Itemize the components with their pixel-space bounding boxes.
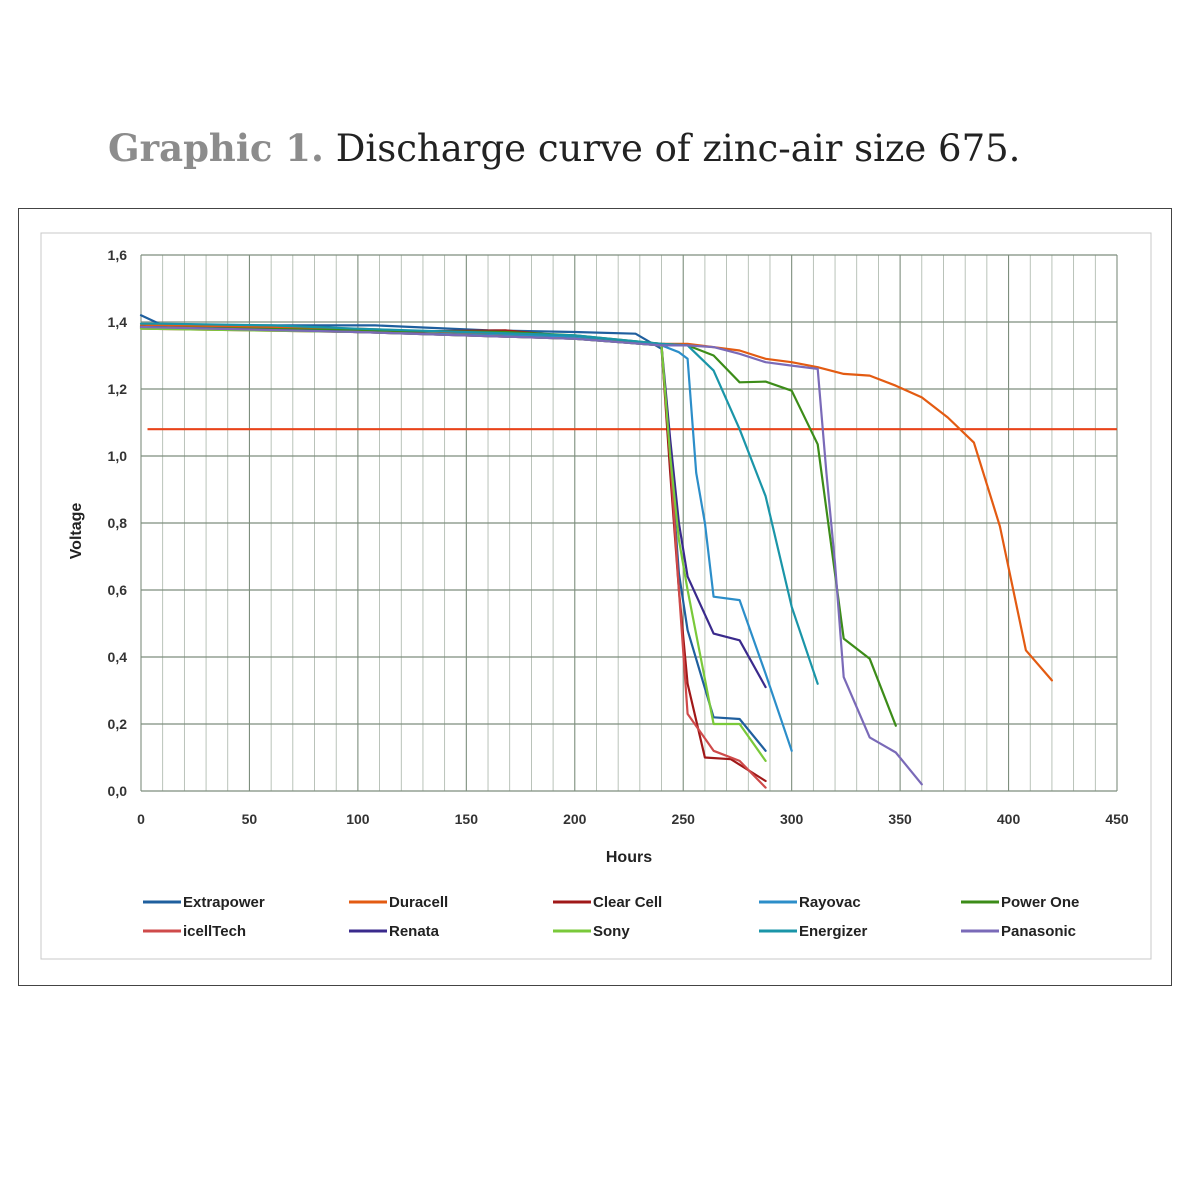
- x-tick-label: 250: [672, 811, 696, 827]
- y-tick-label: 1,6: [108, 247, 128, 263]
- y-tick-label: 1,2: [108, 381, 128, 397]
- x-tick-label: 0: [137, 811, 145, 827]
- series-line-energizer: [139, 322, 819, 685]
- x-tick-labels: 0 50 100 150 200 250 300 350 400 450: [137, 811, 1129, 827]
- y-tick-label: 1,0: [108, 448, 128, 464]
- x-tick-label: 300: [780, 811, 804, 827]
- figure-caption: Graphic 1. Discharge curve of zinc-air s…: [108, 126, 1108, 170]
- series-line-panasonic: [139, 325, 923, 786]
- legend-label: Renata: [389, 923, 440, 940]
- series-line-icelltech: [139, 327, 767, 789]
- caption-text: Discharge curve of zinc-air size 675.: [335, 127, 1021, 170]
- x-tick-label: 450: [1105, 811, 1129, 827]
- chart-frame: 0 50 100 150 200 250 300 350 400 450 0,0 0,2 0,4 0,6…: [18, 208, 1172, 986]
- x-tick-label: 50: [242, 811, 258, 827]
- y-axis-label: Voltage: [68, 503, 85, 560]
- caption-label: Graphic 1.: [108, 126, 324, 170]
- legend-label: Panasonic: [1001, 923, 1076, 940]
- chart-area-border: [40, 232, 1152, 960]
- series-line-power-one: [139, 325, 897, 727]
- series-group: [139, 314, 1054, 789]
- y-tick-label: 0,4: [108, 649, 128, 665]
- x-axis-label: Hours: [606, 849, 652, 866]
- legend-label: Rayovac: [799, 894, 861, 911]
- series-line-clear-cell: [139, 325, 767, 783]
- legend-label: Power One: [1001, 894, 1079, 911]
- y-tick-label: 0,6: [108, 582, 128, 598]
- y-tick-label: 0,0: [108, 783, 128, 799]
- series-line-extrapower: [139, 314, 767, 752]
- legend-label: icellTech: [183, 923, 246, 940]
- legend-label: Clear Cell: [593, 894, 662, 911]
- discharge-chart: 0 50 100 150 200 250 300 350 400 450 0,0 0,2 0,4 0,6…: [40, 232, 1152, 960]
- x-tick-label: 200: [563, 811, 587, 827]
- x-tick-label: 100: [346, 811, 370, 827]
- x-tick-label: 400: [997, 811, 1021, 827]
- x-tick-label: 150: [455, 811, 479, 827]
- series-line-sony: [139, 327, 767, 763]
- legend-label: Energizer: [799, 923, 868, 940]
- legend-label: Sony: [593, 923, 630, 940]
- y-tick-label: 1,4: [108, 314, 128, 330]
- y-tick-label: 0,8: [108, 515, 128, 531]
- legend: Extrapower Duracell Clear Cell Rayovac Power…: [143, 894, 1079, 940]
- legend-label: Extrapower: [183, 894, 265, 911]
- y-tick-labels: 0,0 0,2 0,4 0,6 0,8 1,0 1,2 1,4 1,6: [108, 247, 128, 799]
- series-line-rayovac: [139, 325, 793, 752]
- legend-label: Duracell: [389, 894, 448, 911]
- grid: [140, 254, 1118, 792]
- x-tick-label: 350: [888, 811, 912, 827]
- y-tick-label: 0,2: [108, 716, 128, 732]
